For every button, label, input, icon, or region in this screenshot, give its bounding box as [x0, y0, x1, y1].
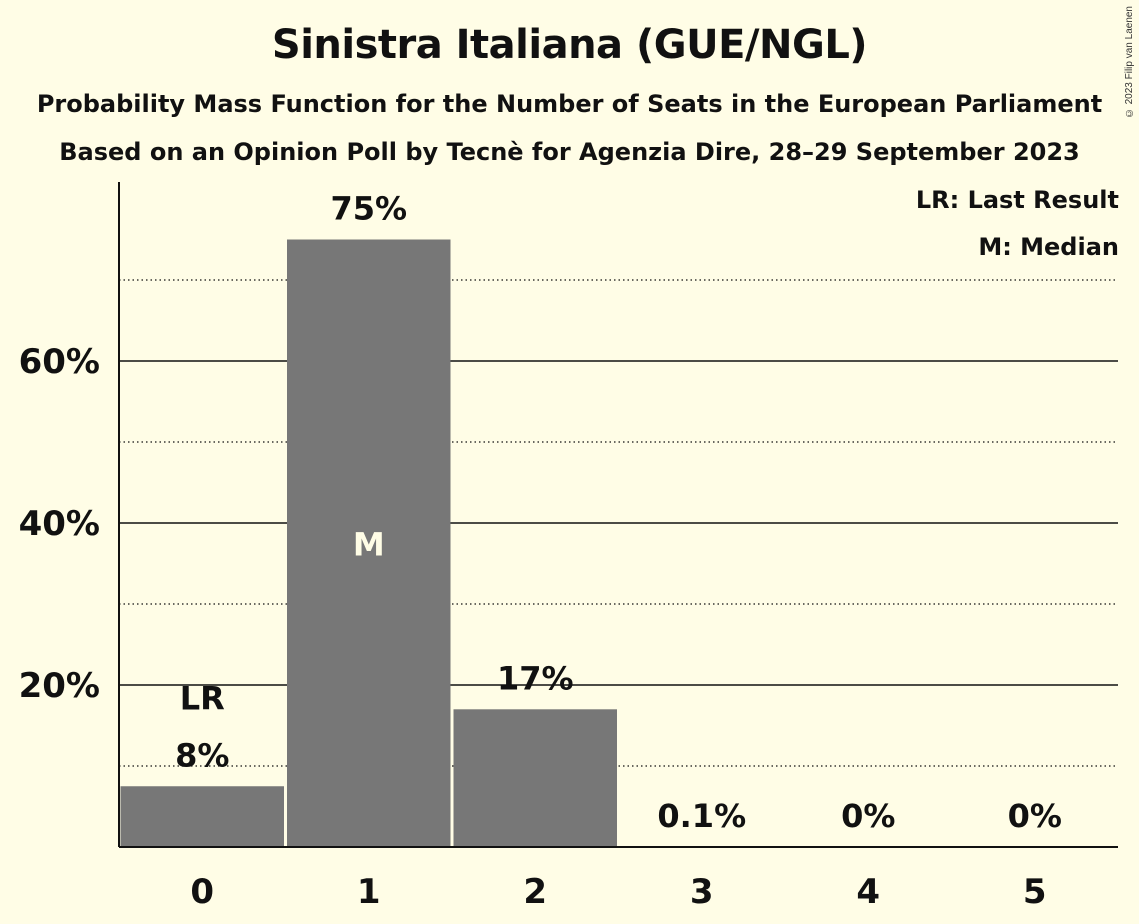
x-tick-label: 1: [357, 872, 381, 912]
x-tick-label: 3: [690, 872, 714, 912]
bar-2: [453, 709, 617, 847]
x-tick-label: 4: [856, 872, 880, 912]
x-tick-label: 5: [1023, 872, 1047, 912]
legend-median: M: Median: [978, 233, 1119, 261]
data-label: 8%: [175, 736, 229, 774]
data-label: 0%: [841, 797, 895, 835]
data-label: 17%: [497, 659, 574, 697]
y-tick-label: 60%: [19, 342, 100, 382]
chart-title: Sinistra Italiana (GUE/NGL): [271, 22, 868, 68]
chart-source: Based on an Opinion Poll by Tecnè for Ag…: [59, 138, 1080, 166]
median-marker: M: [353, 525, 385, 563]
x-tick-label: 0: [190, 872, 214, 912]
chart-subtitle: Probability Mass Function for the Number…: [36, 90, 1103, 118]
y-tick-label: 20%: [19, 666, 100, 706]
legend-last-result: LR: Last Result: [915, 186, 1119, 214]
data-label: 0.1%: [657, 797, 746, 835]
y-tick-label: 40%: [19, 504, 100, 544]
bar-1: [287, 239, 451, 847]
bar-0: [120, 786, 284, 847]
last-result-marker: LR: [180, 679, 225, 717]
x-tick-label: 2: [523, 872, 547, 912]
data-label: 75%: [330, 190, 407, 228]
data-label: 0%: [1008, 797, 1062, 835]
